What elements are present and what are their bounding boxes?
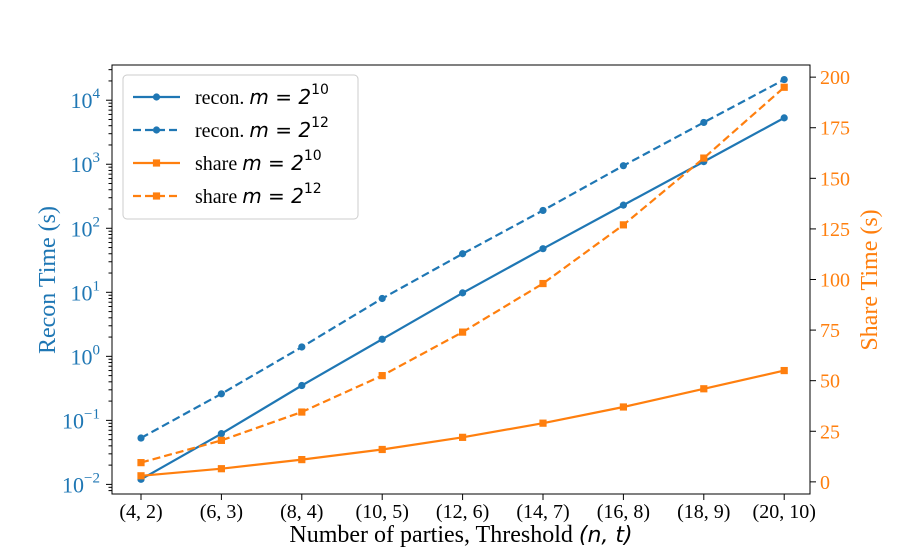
y-right-tick-label: 25 [820,421,840,443]
x-tick-label: (18, 9) [677,501,730,523]
x-axis-label: Number of parties, Threshold (n, t) [289,522,632,548]
series-2-point [539,419,547,427]
series-2-point [459,433,467,441]
series-0-point [780,114,788,122]
x-tick-label: (14, 7) [516,501,569,523]
series-1-point [298,343,306,351]
x-tick-label: (8, 4) [280,501,323,523]
y-right-axis-label: Share Time (s) [857,209,883,350]
series-2-point [217,465,225,473]
y-right-tick-label: 100 [820,270,850,292]
y-right-tick-label: 0 [820,472,830,494]
legend-label-1: recon. m = 212 [195,115,329,142]
series-1-point [619,162,628,170]
series-layer [137,75,788,483]
series-2-point [298,455,306,464]
series-2-point [700,385,708,393]
series-3-point [619,221,627,229]
series-1-point [217,390,225,398]
series-1-point [378,294,386,303]
series-0-point [619,201,628,209]
ticks-layer: (4, 2) (6, 3) (8, 4) (10, 5) (12, 6) (14, 7) (… [62,67,850,523]
y-right-tick-label: 75 [820,320,840,342]
legend-marker-3 [152,192,161,200]
y-left-tick-label: 103 [71,150,101,177]
y-left-tick-label: 10−2 [62,470,100,497]
series-3-point [459,328,467,336]
x-tick-label: (20, 10) [753,501,816,523]
legend-box [122,74,359,220]
y-left-axis-label: Recon Time (s) [35,206,61,354]
series-0-point [459,289,467,297]
series-2-point [137,472,145,480]
series-3-point [780,83,788,91]
legend-label-3: share m = 212 [195,181,322,208]
series-3-point [700,154,708,162]
y-left-tick-label: 101 [71,278,101,305]
plot-frame [111,64,811,495]
x-tick-label: (12, 6) [436,501,489,523]
y-right-tick-label: 50 [820,371,840,393]
series-1-point [780,75,788,84]
legend-marker-1 [152,126,161,134]
series-1-point [539,206,547,215]
x-tick-label: (10, 5) [356,501,409,523]
y-right-tick-label: 125 [820,219,850,241]
y-right-tick-label: 175 [820,118,850,140]
series-1-point [700,118,708,127]
series-0-point [298,381,306,390]
legend-marker-0 [152,93,161,101]
legend-marker-2 [152,159,161,167]
x-tick-label: (6, 3) [200,501,243,523]
axis-labels: Number of parties, Threshold (n, t) Recon… [35,206,883,548]
y-left-tick-label: 100 [71,342,101,369]
series-3-point [217,436,225,444]
y-left-tick-label: 102 [71,214,101,241]
series-line-1 [140,78,785,439]
legend-label-2: share m = 210 [195,148,322,175]
series-1-point [459,250,467,258]
legend-label-0: recon. m = 210 [195,82,329,109]
x-tick-label: (4, 2) [119,501,162,523]
series-3-point [298,408,306,416]
series-0-point [217,430,225,438]
series-0-point [539,245,547,253]
series-1-point [137,434,145,442]
series-3-point [378,372,386,380]
series-2-point [378,445,386,454]
legend: recon. m = 210 recon. m = 212 share m = 21… [122,74,359,220]
series-2-point [780,366,788,375]
series-3-point [539,279,547,288]
series-0-point [378,335,386,343]
y-left-tick-label: 104 [71,86,101,113]
y-right-tick-label: 150 [820,168,850,190]
x-tick-label: (16, 8) [597,501,650,523]
y-right-tick-label: 200 [820,67,850,89]
series-3-point [137,459,145,467]
series-2-point [619,403,627,411]
y-left-tick-label: 10−1 [62,406,100,433]
